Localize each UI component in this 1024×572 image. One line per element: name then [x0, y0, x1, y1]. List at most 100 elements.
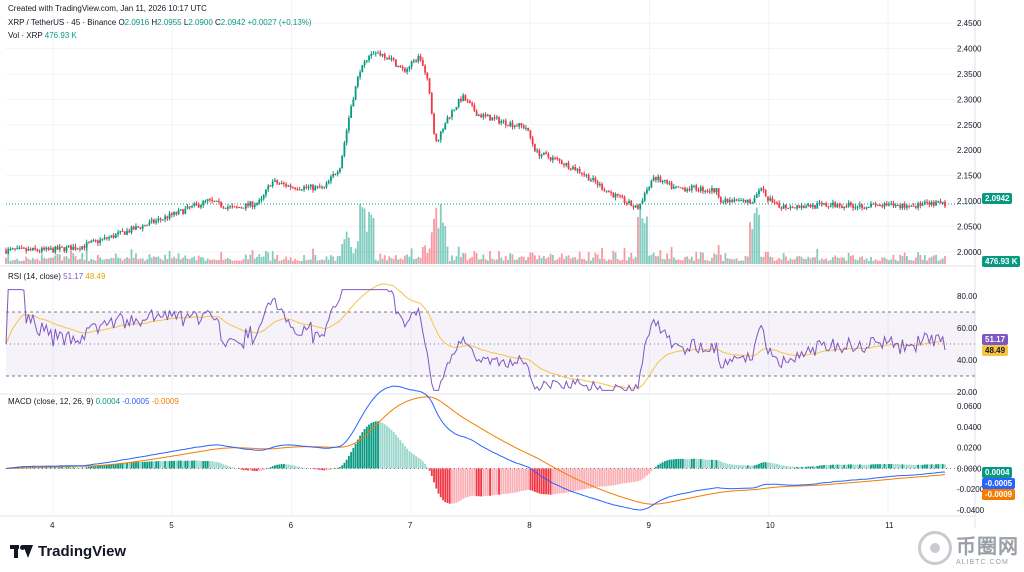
macd-hist-bar [632, 468, 635, 483]
macd-hist-bar [141, 461, 144, 469]
macd-hist-bar [251, 468, 254, 471]
macd-hist-bar [477, 468, 480, 497]
volume-bar [607, 259, 610, 264]
volume-bar [693, 260, 695, 264]
volume-legend[interactable]: Vol · XRP 476.93 K [8, 31, 77, 40]
volume-bar [168, 250, 171, 264]
volume-bar [269, 260, 272, 264]
macd-hist-bar [791, 466, 794, 469]
candle-body [117, 232, 119, 235]
symbol-name[interactable]: XRP / TetherUS · 45 · Binance [8, 18, 117, 27]
macd-hist-bar [462, 468, 465, 499]
price-tick-label: 2.1000 [957, 197, 982, 206]
macd-hist-bar [54, 467, 57, 469]
volume-bar [854, 259, 857, 264]
candle-body [16, 247, 19, 250]
volume-bar [529, 252, 532, 264]
macd-hist-bar [789, 466, 792, 469]
tradingview-logo[interactable]: TradingView [10, 543, 126, 560]
macd-hist-bar [708, 459, 711, 469]
macd-hist-bar [892, 464, 895, 469]
volume-bar [711, 257, 713, 264]
candle-body [202, 200, 205, 206]
candle-body [177, 210, 180, 215]
watermark-cn: 币圈网 [956, 536, 1019, 558]
rsi-ma-line [5, 283, 946, 389]
macd-hist-bar [135, 462, 137, 469]
macd-hist-bar [899, 464, 902, 469]
volume-bar [482, 254, 485, 264]
candle-body [587, 174, 590, 181]
candle-body [135, 226, 137, 230]
macd-hist-bar [388, 427, 391, 469]
volume-bar [538, 255, 541, 264]
macd-hist-bar [587, 468, 590, 489]
macd-hist-bar [533, 468, 536, 492]
macd-hist-bar [58, 467, 61, 469]
volume-bar [787, 260, 790, 264]
candle-body [881, 205, 884, 207]
macd-hist-bar [233, 467, 236, 469]
candle-body [379, 52, 382, 56]
volume-label: Vol · XRP [8, 31, 43, 40]
macd-hist-bar [751, 465, 754, 469]
macd-hist-bar [881, 464, 884, 469]
macd-hist-bar [814, 466, 816, 469]
macd-hist-bar [164, 461, 167, 469]
candle-body [437, 139, 440, 141]
volume-bar [150, 257, 153, 264]
macd-hist-bar [52, 467, 54, 469]
candle-body [70, 245, 72, 251]
volume-bar [40, 254, 43, 264]
volume-bar [321, 259, 323, 264]
macd-hist-bar [935, 464, 937, 469]
volume-bar [556, 259, 559, 264]
candle-body [217, 200, 220, 202]
volume-bar [565, 256, 568, 264]
rsi-legend[interactable]: RSI (14, close) 51.17 48.49 [8, 272, 105, 281]
candle-body [72, 246, 75, 251]
candle-body [852, 205, 855, 208]
candle-body [271, 181, 274, 187]
candle-body [780, 207, 783, 209]
macd-hist-bar [99, 465, 102, 469]
candle-body [941, 201, 944, 204]
volume-bar [684, 256, 686, 264]
candle-body [341, 155, 344, 169]
macd-legend[interactable]: MACD (close, 12, 26, 9) 0.0004 -0.0005 -… [8, 397, 179, 406]
macd-hist-bar [419, 459, 422, 469]
macd-hist-bar [439, 468, 442, 498]
macd-hist-bar [466, 468, 469, 497]
macd-hist-bar [847, 464, 850, 469]
macd-hist-bar [448, 468, 451, 504]
volume-bar [744, 255, 747, 264]
volume-bar [249, 254, 252, 264]
symbol-legend[interactable]: XRP / TetherUS · 45 · Binance O2.0916 H2… [8, 18, 312, 27]
volume-bar [211, 259, 214, 264]
candle-body [771, 198, 774, 203]
candle-body [305, 186, 308, 188]
candle-body [598, 184, 601, 186]
macd-hist-bar [473, 468, 476, 496]
macd-hist-bar [424, 463, 426, 469]
price-tick-label: 2.4500 [957, 19, 982, 28]
candle-body [85, 242, 88, 248]
macd-hist-bar [796, 466, 798, 469]
macd-hist-bar [545, 468, 547, 495]
volume-bar [195, 260, 198, 264]
candle-body [81, 246, 84, 250]
candle-body [704, 190, 707, 192]
macd-hist-bar [639, 468, 642, 481]
macd-hist-bar [182, 460, 184, 469]
macd-hist-bar [504, 468, 507, 494]
candle-body [444, 123, 447, 130]
candle-body [457, 99, 460, 107]
macd-hist-bar [858, 464, 861, 469]
candle-body [796, 205, 798, 209]
volume-bar [661, 259, 664, 264]
macd-hist-bar [495, 468, 498, 495]
candle-body [762, 188, 765, 191]
volume-bar [518, 257, 521, 264]
candle-body [480, 114, 483, 118]
